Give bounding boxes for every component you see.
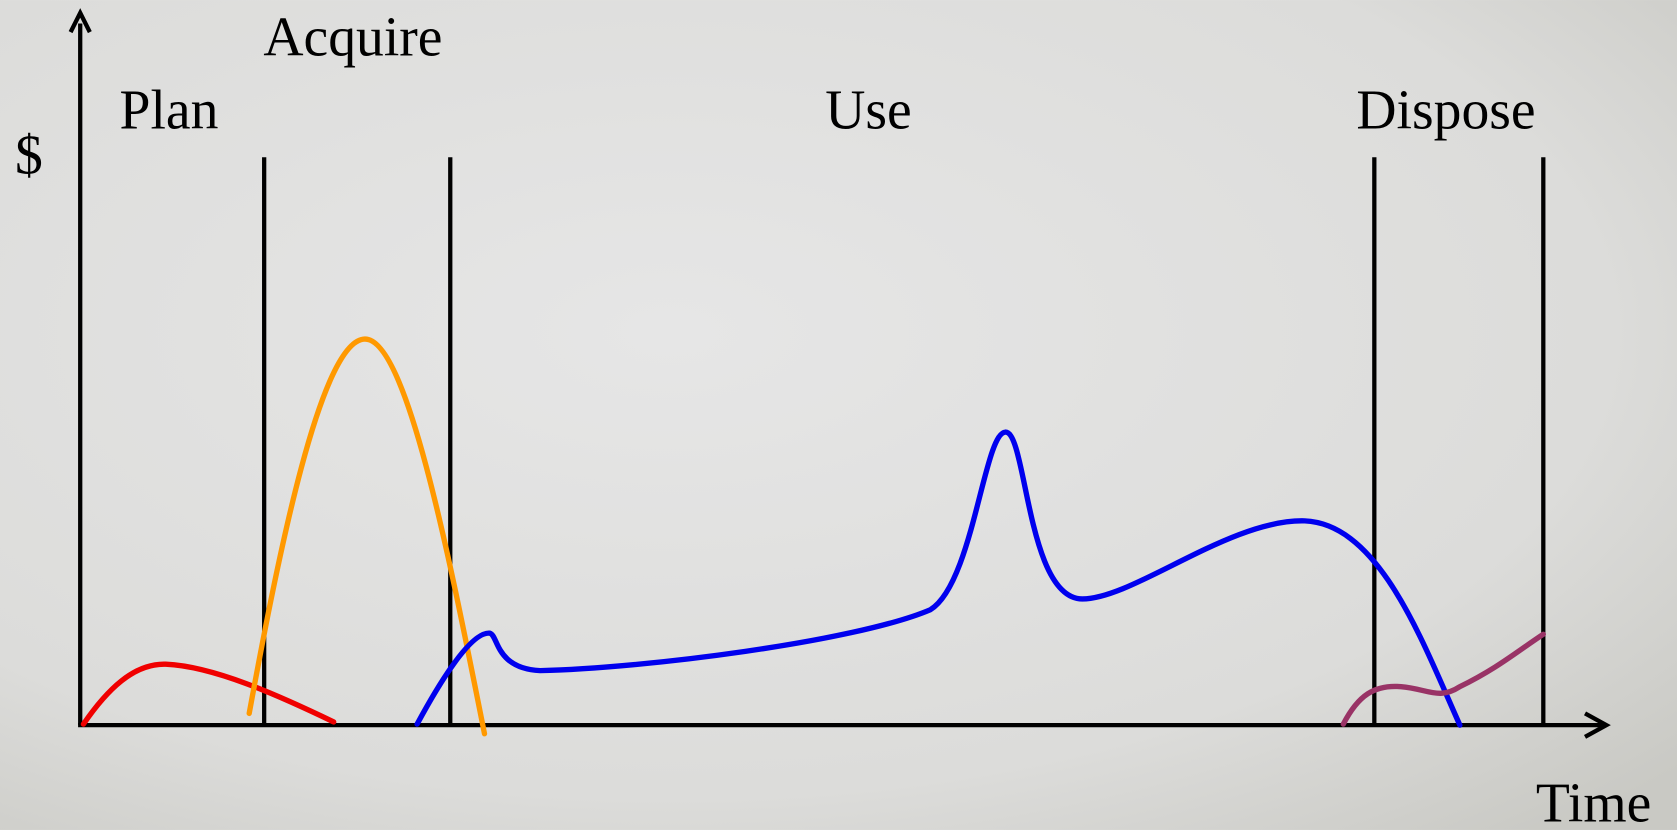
phase-label: Dispose	[1356, 79, 1535, 141]
plan-cost-curve	[80, 661, 337, 727]
acquire-cost-curve	[246, 336, 488, 737]
dispose-cost-curve	[1340, 631, 1546, 727]
use-cost-curve	[414, 429, 1463, 728]
x-axis-label: Time	[1536, 772, 1651, 830]
y-axis-label: $	[15, 124, 43, 186]
phase-label: Plan	[120, 79, 219, 141]
phase-label: Acquire	[263, 7, 442, 69]
x-axis-arrow	[1583, 711, 1611, 739]
y-axis-arrow	[68, 8, 92, 34]
phase-label: Use	[825, 79, 911, 141]
